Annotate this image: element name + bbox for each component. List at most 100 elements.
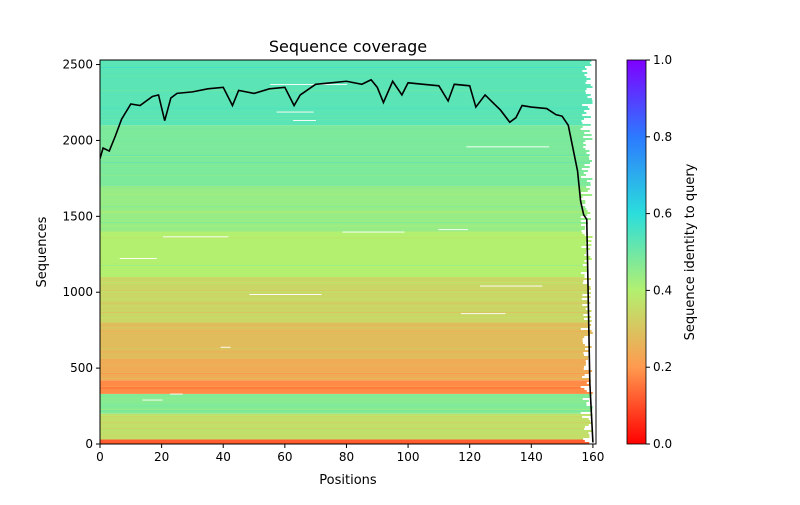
sequence-row — [100, 67, 593, 68]
x-tick-label: 60 — [277, 450, 292, 464]
edge-gap — [580, 386, 596, 388]
edge-gap — [586, 174, 596, 176]
edge-gap — [584, 344, 596, 346]
edge-gap — [583, 142, 596, 144]
sequence-row — [100, 403, 593, 404]
sequence-row — [100, 290, 593, 292]
edge-gap — [590, 84, 596, 86]
edge-gap — [586, 382, 596, 384]
sequence-row — [100, 386, 593, 388]
sequence-row — [100, 282, 593, 283]
gap — [480, 285, 543, 287]
edge-gap — [584, 440, 596, 442]
edge-gap — [581, 246, 596, 248]
sequence-row — [100, 237, 593, 239]
edge-gap — [590, 94, 596, 96]
edge-gap — [592, 86, 596, 88]
colorbar — [626, 59, 647, 445]
edge-gap — [583, 146, 596, 148]
sequence-row — [100, 128, 593, 130]
edge-gap — [582, 122, 596, 124]
edge-gap — [590, 302, 596, 304]
edge-gap — [591, 422, 596, 424]
sequence-row — [100, 186, 593, 187]
edge-gap — [591, 310, 596, 312]
x-tick-label: 100 — [397, 450, 420, 464]
edge-gap — [588, 156, 596, 158]
edge-gap — [589, 150, 596, 152]
edge-gap — [585, 360, 596, 362]
sequence-row — [100, 262, 593, 264]
edge-gap — [586, 390, 596, 392]
edge-gap — [586, 208, 596, 210]
edge-gap — [586, 88, 596, 90]
edge-gap — [586, 152, 596, 154]
sequence-row — [100, 409, 593, 410]
edge-gap — [590, 396, 596, 398]
edge-gap — [586, 186, 596, 188]
colorbar-tick-label: 1.0 — [653, 53, 672, 67]
y-tick-label: 2500 — [62, 58, 93, 72]
edge-gap — [589, 372, 596, 374]
y-axis-label: Sequences — [35, 216, 50, 287]
edge-gap — [585, 66, 596, 68]
edge-gap — [582, 126, 596, 128]
colorbar-ticks: 0.0 0.2 0.4 0.6 0.8 1.0 — [646, 53, 672, 451]
edge-gap — [587, 262, 596, 264]
edge-gap — [584, 132, 596, 134]
edge-gap — [592, 414, 596, 416]
sequence-row — [100, 415, 593, 416]
y-tick-label: 0 — [85, 437, 93, 451]
edge-gap — [585, 202, 596, 204]
edge-gap — [591, 330, 596, 332]
edge-gap — [587, 222, 596, 224]
gap — [249, 294, 322, 295]
y-tick-label: 2000 — [62, 133, 93, 147]
edge-gap — [591, 410, 596, 412]
edge-gap — [591, 134, 596, 136]
edge-gap — [590, 256, 596, 258]
edge-gap — [585, 226, 596, 228]
sequence-row — [100, 351, 593, 353]
sequence-row — [100, 372, 593, 373]
identity-band — [100, 125, 593, 186]
sequence-row — [100, 90, 593, 91]
sequence-row — [100, 156, 593, 157]
chart-title: Sequence coverage — [269, 37, 427, 56]
gap — [270, 84, 348, 85]
sequence-row — [100, 194, 593, 196]
edge-gap — [583, 314, 596, 316]
edge-gap — [584, 110, 596, 112]
edge-gap — [586, 80, 596, 82]
sequence-row — [100, 136, 593, 138]
edge-gap — [592, 406, 596, 408]
edge-gap — [585, 200, 596, 202]
edge-gap — [582, 398, 596, 400]
sequence-row — [100, 405, 593, 407]
edge-gap — [584, 428, 596, 430]
edge-gap — [584, 164, 596, 166]
edge-gap — [591, 244, 596, 246]
edge-gap — [592, 236, 596, 238]
edge-gap — [585, 140, 596, 142]
sequence-row — [100, 327, 593, 329]
edge-gap — [589, 326, 596, 328]
edge-gap — [584, 348, 596, 350]
sequence-row — [100, 118, 593, 120]
edge-gap — [589, 154, 596, 156]
sequence-row — [100, 331, 593, 332]
gap — [438, 229, 468, 231]
edge-gap — [591, 346, 596, 348]
colorbar-tick-label: 0.6 — [653, 207, 672, 221]
identity-band — [100, 277, 593, 323]
x-tick-label: 0 — [96, 450, 104, 464]
edge-gap — [588, 312, 596, 314]
edge-gap — [587, 306, 596, 308]
edge-gap — [591, 64, 596, 66]
edge-gap — [584, 276, 596, 278]
edge-gap — [586, 252, 596, 254]
sequence-row — [100, 378, 593, 379]
edge-gap — [588, 356, 596, 358]
sequence-row — [100, 74, 593, 76]
